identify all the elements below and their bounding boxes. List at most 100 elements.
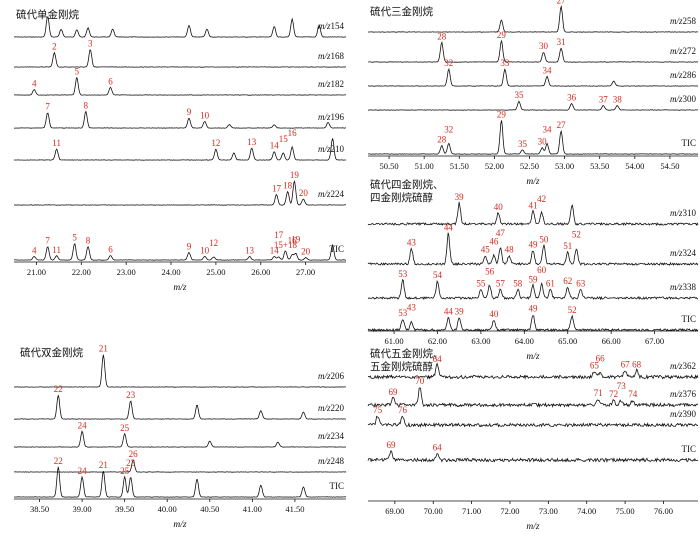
panel-title: 五金刚烷硫醇 [370,360,433,373]
peak-label: 4 [32,79,37,89]
x-tick-label: 21.00 [27,267,46,277]
peak-label: 64 [433,442,443,452]
peak-label: 6 [108,76,113,86]
peak-label: 18 [283,181,293,191]
series-name: m/z206 [318,371,345,381]
peak-label: 43 [407,238,417,248]
peak-label: 17 [274,230,284,240]
x-tick-label: 71.00 [462,506,481,516]
x-tick-label: 40.00 [158,504,177,514]
peak-label: 9 [187,242,192,252]
x-tick-label: 50.50 [380,161,399,171]
peak-label: 23 [126,390,136,400]
peak-label: 60 [537,265,547,275]
peak-label: 52 [572,230,581,240]
peak-label: 25 [120,423,130,433]
series-trace-3 [367,415,699,428]
x-tick-label: 74.00 [577,506,596,516]
peak-label: 70 [415,376,425,386]
x-tick-label: 61.00 [384,336,403,346]
series-trace-6 [13,179,347,206]
x-axis-label: m/z [173,520,187,530]
peak-label: 16 [288,236,298,246]
series-trace-2 [367,232,699,266]
series-trace-4 [367,314,699,333]
peak-label: 66 [596,354,606,364]
peak-label: 13 [245,245,255,255]
series-trace-2 [13,395,346,420]
peak-label: 34 [543,65,553,75]
series-name: m/z168 [318,51,345,61]
peak-label: 3 [88,38,93,48]
peak-label: 8 [84,101,89,111]
peak-label: 19 [290,170,300,180]
series-trace-2 [13,49,347,68]
peak-label: 34 [543,125,553,135]
x-axis-label: m/z [526,352,540,362]
series-trace-4 [367,450,699,464]
x-tick-label: 72.00 [500,506,519,516]
peak-label: 12 [209,238,218,248]
peak-label: 43 [407,303,417,313]
series-trace-4 [13,459,347,473]
peak-label: 51 [563,241,572,251]
peak-label: 16 [288,128,298,138]
peak-label: 6 [108,245,113,255]
peak-label: 42 [537,194,546,204]
series-trace-5 [13,138,346,161]
peak-label: 28 [437,31,447,41]
series-trace-2 [367,39,699,63]
peak-label: 69 [388,387,398,397]
peak-label: 62 [563,276,572,286]
x-tick-label: 26.00 [251,267,270,277]
peak-label: 75 [373,405,383,415]
peak-label: 50 [539,234,549,244]
series-name: m/z338 [670,282,697,292]
peak-label: 23 [126,458,136,468]
x-tick-label: 52.50 [520,161,539,171]
x-tick-label: 53.50 [590,161,609,171]
peak-label: 10 [200,110,210,120]
peak-label: 54 [433,270,443,280]
peak-label: 58 [513,279,523,289]
peak-label: 52 [568,305,577,315]
series-name: m/z310 [670,208,697,218]
peak-label: 26 [129,449,139,459]
peak-label: 32 [444,125,453,135]
peak-label: 53 [398,269,408,279]
peak-label: 56 [485,266,495,276]
peak-label: 73 [617,381,627,391]
series-name: m/z234 [318,431,345,441]
series-name: m/z210 [318,144,345,154]
series-trace-1 [13,354,347,388]
peak-label: 10 [200,245,210,255]
peak-label: 24 [78,420,88,430]
series-name: m/z220 [318,403,345,413]
peak-label: 39 [455,192,465,202]
x-tick-label: 69.00 [385,506,404,516]
x-tick-label: 39.50 [115,504,134,514]
series-name: TIC [330,244,345,254]
peak-label: 21 [99,460,108,470]
peak-label: 19 [291,234,301,244]
peak-label: 8 [86,236,91,246]
series-trace-3 [367,278,699,301]
series-name: m/z324 [670,248,697,258]
x-tick-label: 63.00 [471,336,490,346]
series-name: m/z196 [318,112,345,122]
peak-label: 15+18 [274,240,298,250]
peak-label: 69 [387,440,397,450]
peak-label: 7 [45,236,50,246]
peak-label: 2 [52,42,57,52]
x-tick-label: 67.00 [645,336,664,346]
peak-label: 24 [78,466,88,476]
peak-label: 35 [518,139,528,149]
peak-label: 65 [590,361,600,371]
peak-label: 15 [279,134,289,144]
peak-label: 29 [497,30,507,40]
series-trace-5 [13,466,346,498]
panel-2: 硫代双金刚烷 m/z206 21 m/z220 22 23 m/z234 24 25 m/z248… [13,344,347,530]
